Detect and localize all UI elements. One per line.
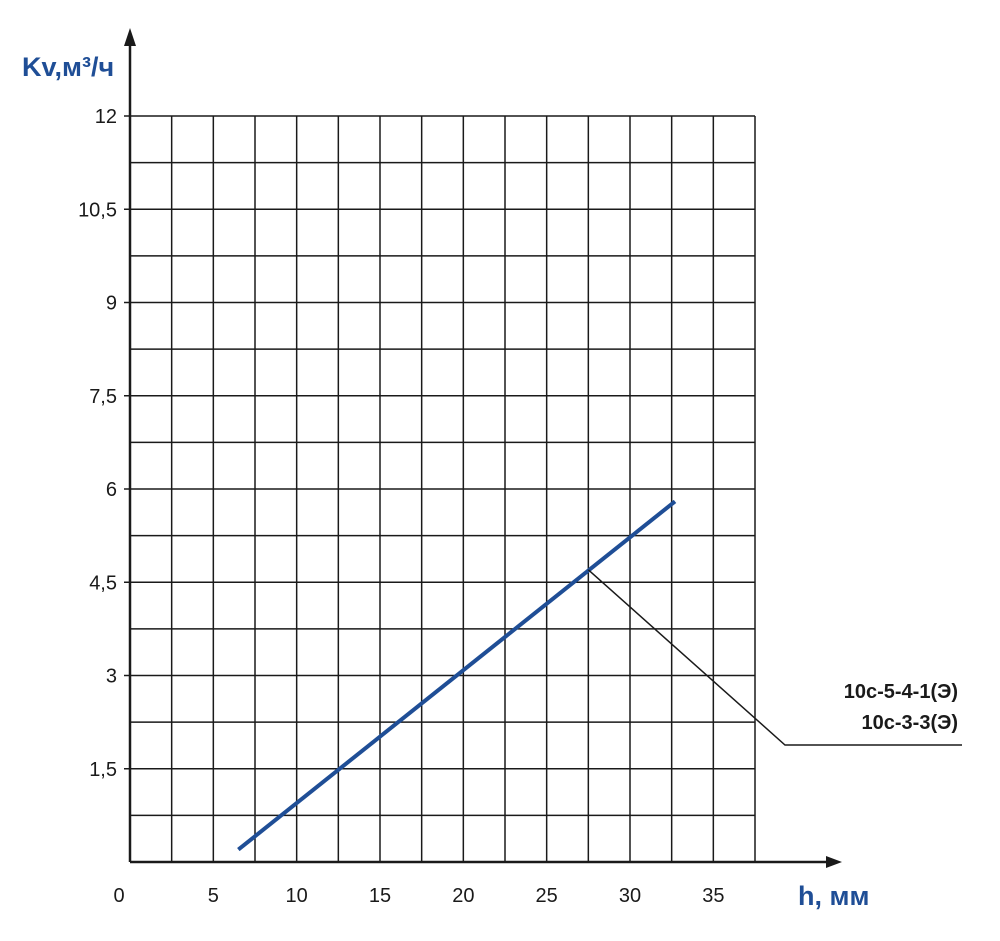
y-tick-label: 3 xyxy=(106,666,117,688)
annotation-leader-line xyxy=(587,569,962,746)
x-tick-label: 5 xyxy=(208,885,219,907)
x-tick-label: 0 xyxy=(113,885,124,907)
annotation-label-2: 10с-3-3(Э) xyxy=(862,712,958,734)
y-tick-label: 7,5 xyxy=(89,386,117,408)
x-tick-label: 15 xyxy=(369,885,391,907)
series-line xyxy=(237,499,677,852)
y-tick-label: 1,5 xyxy=(89,759,117,781)
x-tick-label: 20 xyxy=(452,885,474,907)
x-axis-title: h, мм xyxy=(798,881,869,911)
y-tick-label: 6 xyxy=(106,479,117,501)
x-tick-label: 35 xyxy=(702,885,724,907)
x-tick-label: 25 xyxy=(536,885,558,907)
x-tick-label: 30 xyxy=(619,885,641,907)
x-axis-arrow xyxy=(826,856,842,868)
y-tick-label: 12 xyxy=(95,106,117,128)
series-layer xyxy=(237,499,677,852)
x-tick-labels: 0 5 10 15 20 25 30 35 xyxy=(113,885,724,907)
y-axis-arrow xyxy=(124,28,136,46)
y-tick-label: 9 xyxy=(106,293,117,315)
y-axis-title: Kv,м³/ч xyxy=(22,52,114,82)
y-tick-label: 4,5 xyxy=(89,572,117,594)
grid xyxy=(130,115,756,862)
axes xyxy=(124,28,842,868)
annotation-label-1: 10с-5-4-1(Э) xyxy=(844,681,958,703)
y-tick-label: 10,5 xyxy=(78,199,117,221)
annotation-leader xyxy=(587,569,962,746)
x-tick-label: 10 xyxy=(286,885,308,907)
y-tick-labels: 1,5 3 4,5 6 7,5 9 10,5 12 xyxy=(78,106,130,781)
